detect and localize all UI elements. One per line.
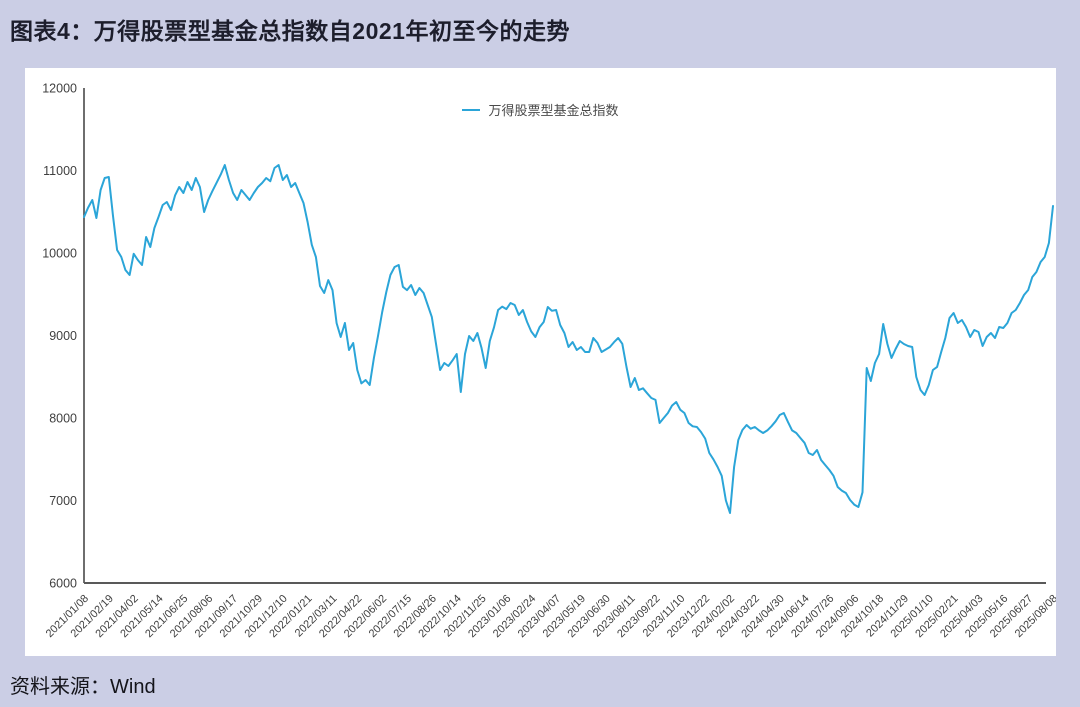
y-tick-label: 12000: [42, 82, 77, 96]
series-line: [83, 164, 1054, 514]
y-tick-label: 9000: [49, 329, 77, 343]
chart-panel: 6000 7000 8000 9000 10000 11000 12000 2021/01/0…: [25, 68, 1056, 656]
y-tick-label: 11000: [43, 164, 77, 178]
source-note: 资料来源：Wind: [10, 676, 156, 698]
line-chart: 60007000800090001000011000120002021/01/0…: [42, 82, 1056, 641]
chart-title: 图表4：万得股票型基金总指数自2021年初至今的走势: [10, 18, 570, 44]
y-tick-label: 10000: [42, 247, 77, 261]
y-tick-label: 8000: [49, 412, 77, 426]
y-tick-label: 6000: [49, 577, 77, 591]
y-tick-label: 7000: [49, 494, 77, 508]
